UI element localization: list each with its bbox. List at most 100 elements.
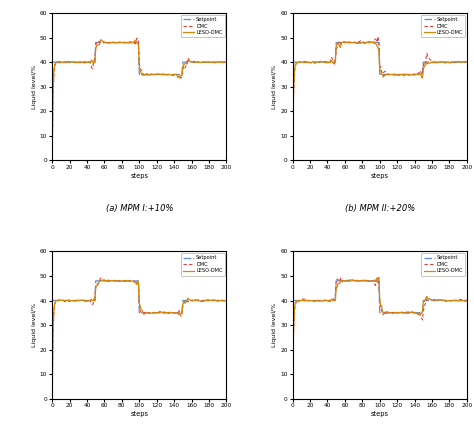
Line: LESO-DMC: LESO-DMC bbox=[292, 42, 467, 160]
X-axis label: steps: steps bbox=[130, 173, 148, 179]
DMC bbox=[305, 60, 311, 65]
Line: LESO-DMC: LESO-DMC bbox=[292, 277, 467, 399]
LESO-DMC bbox=[385, 72, 391, 77]
Line: Setpoint: Setpoint bbox=[52, 42, 227, 74]
Setpoint bbox=[377, 72, 383, 77]
Setpoint bbox=[451, 298, 456, 303]
Setpoint bbox=[364, 278, 370, 283]
DMC bbox=[354, 278, 360, 283]
Setpoint bbox=[305, 60, 311, 65]
X-axis label: steps: steps bbox=[371, 173, 389, 179]
Setpoint bbox=[451, 60, 456, 65]
Line: DMC: DMC bbox=[52, 278, 227, 399]
LESO-DMC bbox=[290, 158, 295, 163]
LESO-DMC bbox=[50, 328, 56, 333]
DMC bbox=[450, 59, 456, 64]
DMC bbox=[291, 332, 296, 337]
Line: LESO-DMC: LESO-DMC bbox=[52, 40, 227, 160]
LESO-DMC bbox=[450, 59, 456, 64]
DMC bbox=[224, 298, 229, 304]
DMC bbox=[305, 298, 311, 303]
Line: DMC: DMC bbox=[52, 38, 227, 160]
Setpoint bbox=[464, 60, 470, 65]
Legend: Setpoint, DMC, LESO-DMC: Setpoint, DMC, LESO-DMC bbox=[421, 253, 465, 276]
LESO-DMC bbox=[305, 60, 311, 65]
Setpoint bbox=[137, 72, 142, 77]
DMC bbox=[144, 310, 150, 315]
Y-axis label: Liquid level/%: Liquid level/% bbox=[32, 65, 37, 109]
Line: DMC: DMC bbox=[292, 279, 467, 399]
DMC bbox=[113, 40, 118, 45]
LESO-DMC bbox=[105, 278, 111, 283]
LESO-DMC bbox=[123, 40, 129, 45]
Line: DMC: DMC bbox=[292, 37, 467, 160]
DMC bbox=[363, 40, 369, 46]
Text: (b) MPM II:+20%: (b) MPM II:+20% bbox=[345, 205, 415, 213]
Setpoint bbox=[305, 298, 311, 303]
DMC bbox=[224, 59, 229, 64]
LESO-DMC bbox=[290, 396, 295, 401]
DMC bbox=[135, 35, 140, 41]
LESO-DMC bbox=[65, 59, 71, 64]
Legend: Setpoint, DMC, LESO-DMC: Setpoint, DMC, LESO-DMC bbox=[181, 14, 225, 37]
LESO-DMC bbox=[98, 37, 104, 42]
DMC bbox=[50, 332, 56, 337]
DMC bbox=[65, 298, 71, 304]
DMC bbox=[50, 93, 56, 99]
DMC bbox=[123, 279, 129, 284]
LESO-DMC bbox=[305, 298, 311, 304]
LESO-DMC bbox=[65, 297, 71, 303]
Setpoint bbox=[114, 40, 119, 45]
LESO-DMC bbox=[210, 297, 215, 303]
DMC bbox=[464, 298, 470, 303]
LESO-DMC bbox=[363, 40, 369, 45]
LESO-DMC bbox=[464, 60, 470, 65]
DMC bbox=[385, 309, 391, 314]
Setpoint bbox=[354, 278, 360, 283]
DMC bbox=[364, 279, 370, 284]
Setpoint bbox=[364, 40, 370, 45]
Setpoint bbox=[333, 40, 339, 45]
DMC bbox=[385, 71, 391, 77]
DMC bbox=[291, 94, 296, 99]
Setpoint bbox=[224, 298, 229, 303]
DMC bbox=[65, 60, 71, 65]
DMC bbox=[290, 396, 295, 401]
Setpoint bbox=[464, 298, 470, 303]
Text: (a) MPM I:+10%: (a) MPM I:+10% bbox=[106, 205, 173, 213]
Legend: Setpoint, DMC, LESO-DMC: Setpoint, DMC, LESO-DMC bbox=[421, 14, 465, 37]
Setpoint bbox=[145, 72, 151, 77]
X-axis label: steps: steps bbox=[130, 411, 148, 417]
DMC bbox=[354, 40, 359, 46]
DMC bbox=[450, 298, 456, 304]
Setpoint bbox=[123, 278, 129, 283]
Setpoint bbox=[290, 298, 295, 303]
DMC bbox=[375, 34, 381, 39]
LESO-DMC bbox=[354, 40, 359, 46]
DMC bbox=[210, 298, 215, 303]
Setpoint bbox=[291, 60, 296, 65]
LESO-DMC bbox=[123, 279, 129, 284]
LESO-DMC bbox=[114, 40, 119, 45]
Line: Setpoint: Setpoint bbox=[52, 281, 227, 313]
DMC bbox=[464, 59, 470, 64]
LESO-DMC bbox=[291, 89, 296, 94]
Legend: Setpoint, DMC, LESO-DMC: Setpoint, DMC, LESO-DMC bbox=[181, 253, 225, 276]
LESO-DMC bbox=[376, 275, 382, 280]
Setpoint bbox=[377, 310, 383, 315]
Setpoint bbox=[93, 40, 99, 45]
LESO-DMC bbox=[385, 311, 391, 316]
Setpoint bbox=[123, 40, 129, 45]
DMC bbox=[210, 59, 215, 64]
DMC bbox=[49, 396, 55, 401]
LESO-DMC bbox=[49, 158, 55, 163]
Setpoint bbox=[145, 310, 151, 315]
LESO-DMC bbox=[363, 278, 369, 283]
Setpoint bbox=[210, 60, 216, 65]
Setpoint bbox=[65, 298, 71, 303]
Setpoint bbox=[386, 72, 392, 77]
LESO-DMC bbox=[49, 396, 55, 401]
Y-axis label: Liquid level/%: Liquid level/% bbox=[273, 303, 277, 347]
Setpoint bbox=[114, 278, 119, 283]
Setpoint bbox=[49, 60, 55, 65]
